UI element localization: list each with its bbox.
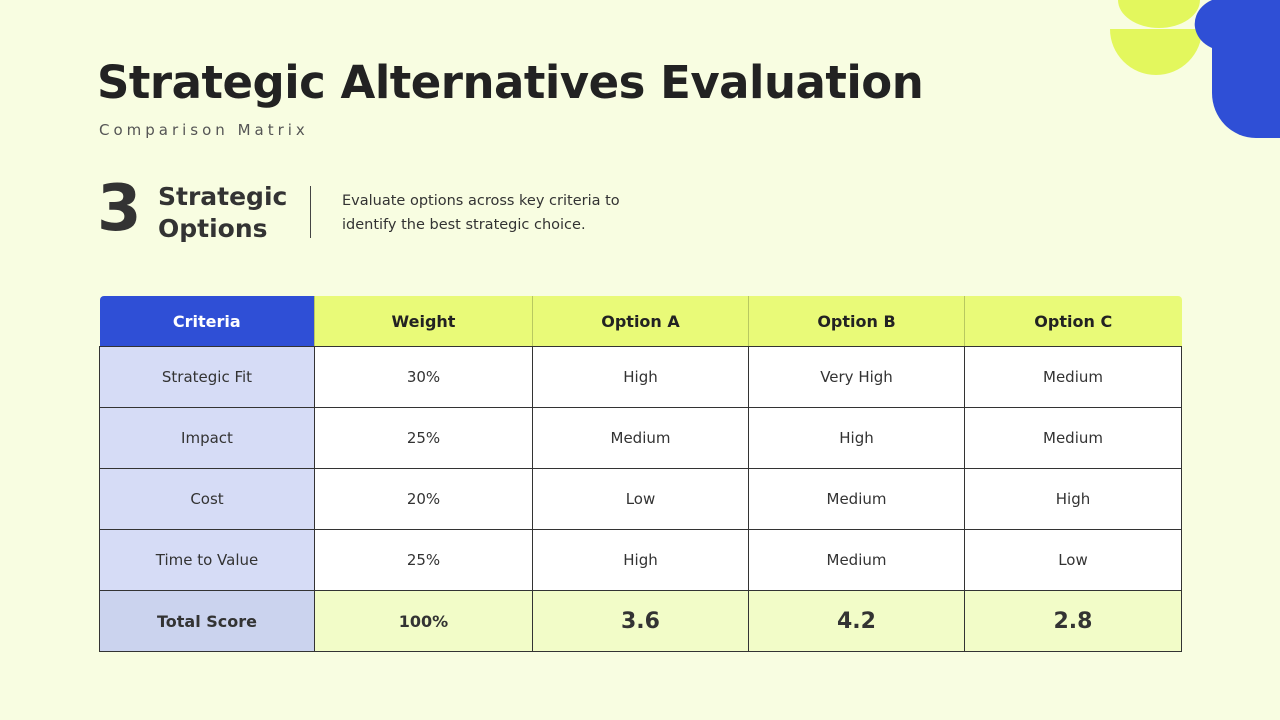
cell: 30% — [314, 346, 533, 408]
cell: Low — [532, 468, 749, 530]
row-label: Strategic Fit — [99, 346, 315, 408]
total-cell: 3.6 — [532, 590, 749, 652]
cell: Low — [964, 529, 1182, 591]
table-body: Strategic Fit 30% High Very High Medium Impac… — [99, 346, 1182, 652]
header-row: Criteria Weight Option A Option B Option C — [99, 296, 1182, 347]
total-cell: 4.2 — [748, 590, 965, 652]
total-label: Total Score — [99, 590, 315, 652]
cell: Medium — [532, 407, 749, 469]
table-row: Strategic Fit 30% High Very High Medium — [99, 346, 1182, 408]
table-row: Time to Value 25% High Medium Low — [99, 529, 1182, 591]
subtitle: Comparison Matrix — [99, 121, 309, 139]
table-row: Impact 25% Medium High Medium — [99, 407, 1182, 469]
column-header: Option A — [532, 296, 749, 347]
cell: Medium — [964, 407, 1182, 469]
column-header: Option B — [748, 296, 965, 347]
decoration — [1110, 0, 1280, 138]
column-header: Weight — [314, 296, 533, 347]
summary-number: 3 — [97, 172, 142, 246]
total-row: Total Score 100% 3.6 4.2 2.8 — [99, 590, 1182, 652]
row-label: Impact — [99, 407, 315, 469]
cell: 20% — [314, 468, 533, 530]
cell: High — [532, 529, 749, 591]
column-header: Criteria — [99, 296, 315, 347]
cell: High — [748, 407, 965, 469]
cell: Medium — [964, 346, 1182, 408]
title: Strategic Alternatives Evaluation — [97, 56, 924, 109]
row-label: Time to Value — [99, 529, 315, 591]
cell: Very High — [748, 346, 965, 408]
cell: High — [532, 346, 749, 408]
summary-description: Evaluate options across key criteria to … — [342, 193, 620, 233]
cell: Medium — [748, 529, 965, 591]
cell: 25% — [314, 407, 533, 469]
table-row: Cost 20% Low Medium High — [99, 468, 1182, 530]
cell: High — [964, 468, 1182, 530]
total-cell: 2.8 — [964, 590, 1182, 652]
cell: 25% — [314, 529, 533, 591]
cell: Medium — [748, 468, 965, 530]
summary-label: Strategic Options — [158, 182, 288, 243]
column-header: Option C — [964, 296, 1182, 347]
total-cell: 100% — [314, 590, 533, 652]
comparison-table: Criteria Weight Option A Option B Option C S… — [99, 296, 1182, 652]
divider — [310, 186, 311, 238]
row-label: Cost — [99, 468, 315, 530]
